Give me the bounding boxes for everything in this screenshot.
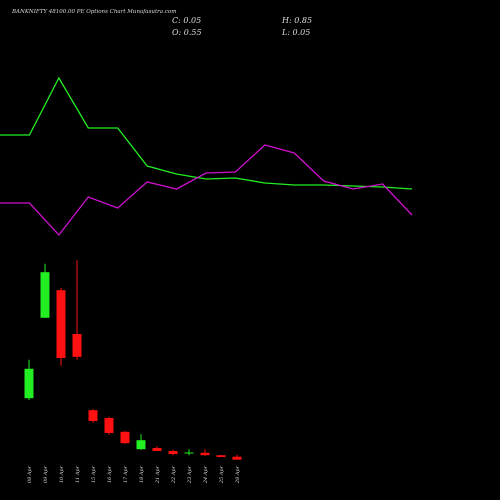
candle-body [24, 368, 34, 399]
ohlc-label: H: 0.85 [281, 16, 312, 25]
x-tick-label: 21 Apr [155, 465, 161, 484]
x-tick-label: 18 Apr [139, 465, 145, 483]
candle-body [56, 290, 66, 358]
candle-body [232, 456, 242, 460]
indicator-line [0, 144, 413, 237]
x-tick-label: 23 Apr [187, 465, 193, 484]
x-tick-label: 25 Apr [219, 465, 225, 484]
candle-body [152, 448, 162, 451]
x-tick-label: 10 Apr [59, 465, 65, 483]
candle-body [136, 440, 146, 450]
candle-body [88, 410, 98, 421]
x-tick-label: 09 Apr [43, 465, 49, 483]
x-tick-label: 11 Apr [75, 465, 81, 483]
x-tick-label: 16 Apr [107, 465, 113, 483]
x-tick-label: 17 Apr [123, 465, 129, 483]
x-tick-label: 24 Apr [203, 465, 209, 484]
candle-body [72, 334, 82, 357]
candle-body [168, 451, 178, 454]
candle-body [184, 452, 194, 454]
ohlc-label: C: 0.05 [172, 16, 201, 25]
x-tick-label: 22 Apr [171, 465, 177, 484]
ohlc-label: L: 0.05 [281, 28, 310, 37]
candle-body [104, 418, 114, 433]
ohlc-label: O: 0.55 [172, 28, 202, 37]
x-tick-label: 15 Apr [91, 465, 97, 483]
candle-body [120, 431, 130, 444]
chart-title: BANKNIFTY 48100.00 PE Options Chart Muna… [11, 9, 176, 15]
x-tick-label: 28 Apr [235, 465, 241, 484]
candle-body [200, 452, 210, 456]
candle-body [40, 272, 50, 318]
candle-body [216, 455, 226, 457]
x-tick-label: 08 Apr [27, 465, 33, 483]
